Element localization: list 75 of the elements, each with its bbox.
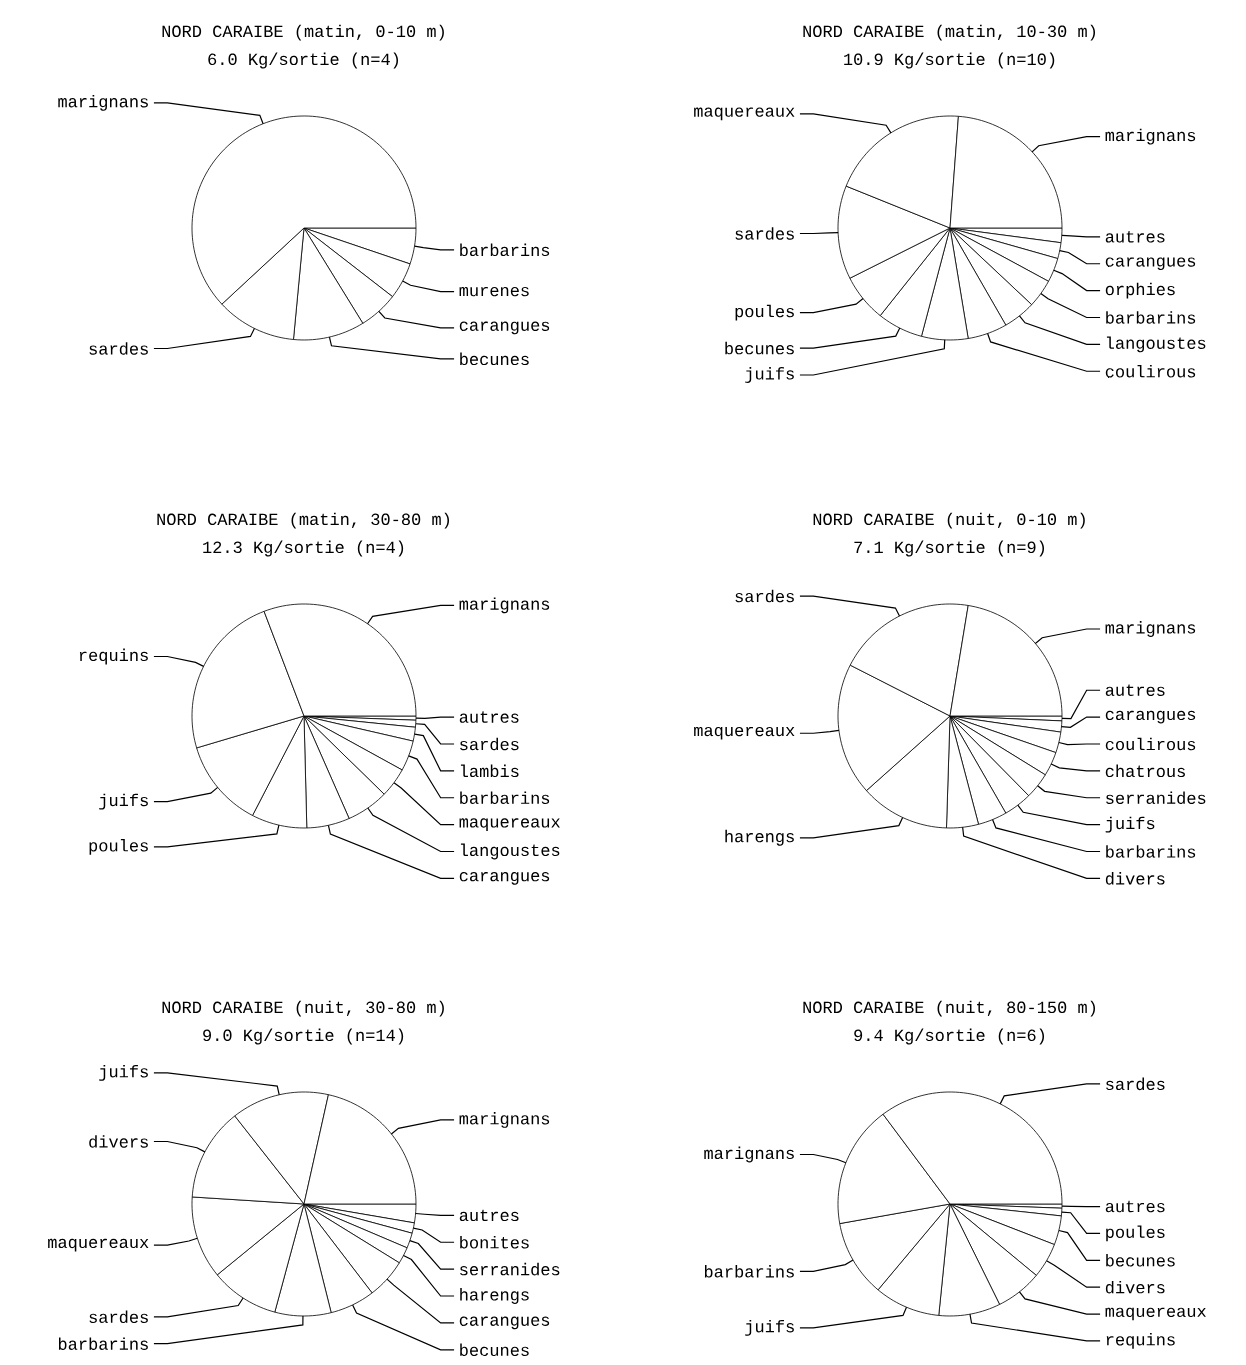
slice-label: coulirous bbox=[1105, 365, 1196, 378]
slice-label: maquereaux bbox=[694, 726, 795, 740]
slice-label: marignans bbox=[704, 1146, 794, 1163]
slice-label: poules bbox=[735, 304, 794, 321]
chart-title: NORD CARAIBE (nuit, 30-80 m) bbox=[162, 1000, 444, 1017]
chart-title: NORD CARAIBE (nuit, 0-10 m) bbox=[813, 512, 1085, 529]
slice-label: barbarins bbox=[704, 1265, 794, 1278]
slice-label: juifs bbox=[745, 367, 794, 383]
slice-label: juifs bbox=[99, 793, 148, 810]
chart-title: NORD CARAIBE (matin, 0-10 m) bbox=[162, 24, 444, 41]
slice-label: juifs bbox=[745, 1319, 794, 1336]
slice-label: becunes bbox=[460, 1343, 529, 1357]
slice-label: marignans bbox=[459, 597, 550, 614]
chart-subtitle: 7.1 Kg/sortie (n=9) bbox=[854, 540, 1045, 557]
slice-label: orphies bbox=[1105, 282, 1175, 299]
slice-label: chatrous bbox=[1105, 764, 1185, 778]
chart-subtitle: 12.3 Kg/sortie (n=4) bbox=[203, 540, 404, 557]
slice-label: marignans bbox=[1105, 621, 1196, 637]
slice-label: barbarins bbox=[460, 243, 550, 257]
slice-label: harengs bbox=[460, 1288, 529, 1304]
slice-label: maquereaux bbox=[1105, 1307, 1206, 1321]
slice-label: coulirous bbox=[1105, 737, 1196, 751]
chart-subtitle: 9.0 Kg/sortie (n=14) bbox=[203, 1028, 404, 1045]
slice-label: serranides bbox=[460, 1262, 560, 1276]
slice-label: sardes bbox=[89, 1310, 148, 1324]
slice-label: maquereaux bbox=[459, 818, 560, 831]
chart-subtitle: 9.4 Kg/sortie (n=6) bbox=[854, 1028, 1045, 1045]
slice-label: autres bbox=[1105, 231, 1165, 243]
slice-label: bonites bbox=[460, 1236, 529, 1249]
slice-label: autres bbox=[1105, 1200, 1165, 1213]
slice-label: barbarins bbox=[460, 791, 550, 804]
slice-label: carangues bbox=[459, 1316, 550, 1330]
slice-label: marignans bbox=[58, 94, 148, 111]
slice-label: serranides bbox=[1106, 791, 1206, 805]
slice-label: lambis bbox=[460, 764, 519, 778]
slice-label: sardes bbox=[735, 589, 794, 603]
slice-label: poules bbox=[89, 839, 148, 855]
slice-label: juifs bbox=[99, 1064, 148, 1081]
chart-title: NORD CARAIBE (matin, 10-30 m) bbox=[803, 24, 1096, 41]
slice-label: requins bbox=[1106, 1332, 1175, 1349]
slice-label: maquereaux bbox=[694, 107, 795, 121]
chart-subtitle: 10.9 Kg/sortie (n=10) bbox=[844, 52, 1055, 69]
slice-label: divers bbox=[89, 1135, 148, 1148]
chart-subtitle: 6.0 Kg/sortie (n=4) bbox=[208, 52, 399, 69]
slice-label: carangues bbox=[459, 321, 550, 335]
slice-label: autres bbox=[459, 711, 519, 723]
slice-label: barbarins bbox=[1106, 845, 1196, 858]
slice-label: sardes bbox=[735, 227, 794, 240]
slice-label: divers bbox=[1105, 872, 1165, 885]
slice-label: sardes bbox=[89, 342, 148, 355]
slice-label: divers bbox=[1105, 1280, 1165, 1294]
slice-label: carangues bbox=[1105, 257, 1196, 271]
chart-title: NORD CARAIBE (matin, 30-80 m) bbox=[157, 512, 450, 529]
slice-label: marignans bbox=[459, 1112, 550, 1128]
slice-label: sardes bbox=[1106, 1077, 1165, 1091]
slice-label: becunes bbox=[460, 352, 529, 366]
chart-title: NORD CARAIBE (nuit, 80-150 m) bbox=[803, 1000, 1096, 1017]
slice-label: autres bbox=[1105, 684, 1165, 696]
slice-label: becunes bbox=[725, 341, 794, 355]
slice-label: langoustes bbox=[460, 843, 560, 860]
slice-label: requins bbox=[79, 648, 148, 665]
slice-label: carangues bbox=[459, 872, 550, 885]
slice-label: langoustes bbox=[1106, 336, 1206, 353]
slice-label: autres bbox=[459, 1209, 519, 1222]
slice-label: poules bbox=[1106, 1225, 1165, 1242]
slice-label: juifs bbox=[1105, 816, 1155, 833]
slice-label: harengs bbox=[725, 829, 794, 846]
slice-label: marignans bbox=[1105, 128, 1196, 145]
slice-label: becunes bbox=[1106, 1254, 1175, 1267]
slice-label: maquereaux bbox=[48, 1238, 149, 1252]
slice-label: barbarins bbox=[1106, 311, 1196, 324]
slice-label: carangues bbox=[1105, 710, 1196, 724]
slice-label: sardes bbox=[460, 737, 519, 751]
slice-label: murenes bbox=[459, 286, 529, 297]
slice-label: barbarins bbox=[58, 1337, 148, 1350]
